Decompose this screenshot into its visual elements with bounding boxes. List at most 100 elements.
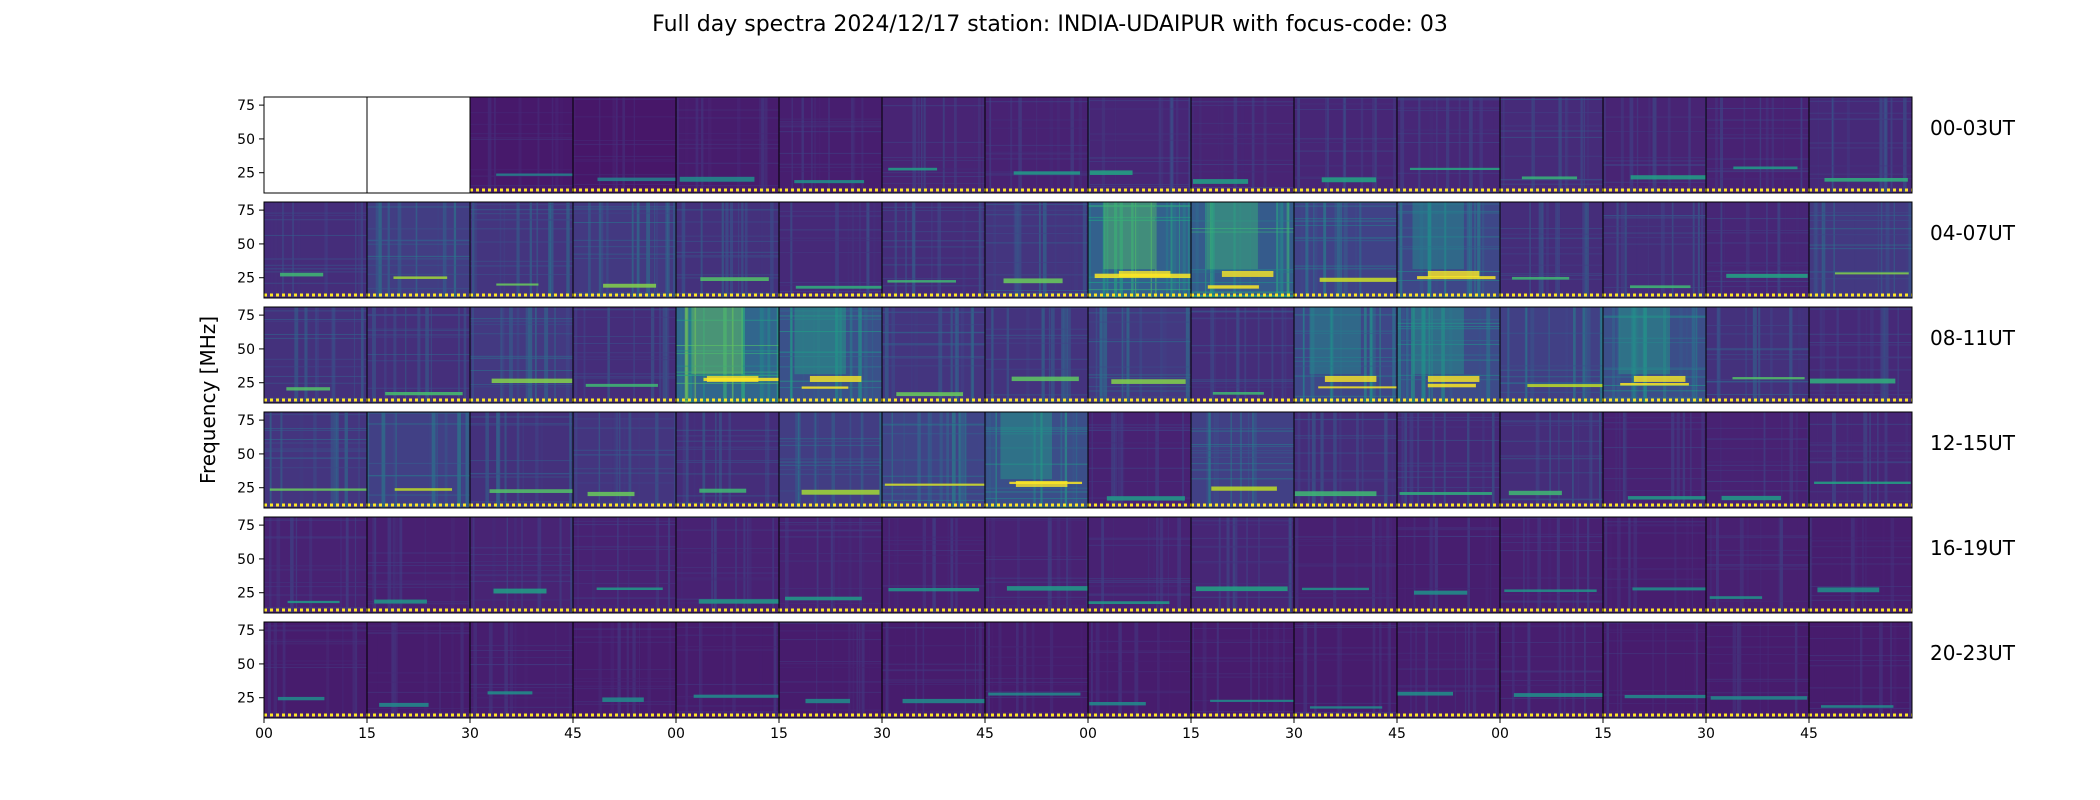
panel-background [264,622,367,718]
spectrum-panel [1499,411,1604,509]
spectrum-panel [778,201,883,299]
panel-background [1706,622,1809,718]
panel-frame [1808,516,1913,614]
spectrum-panel [263,306,368,404]
spectrum-panel [1808,201,1913,299]
spectrum-panel [263,621,368,719]
spectrum-panel [1602,306,1707,404]
panel-background [1088,412,1191,508]
spectrum-panel [1190,411,1295,509]
x-tick-label: 30 [1285,726,1303,742]
spectrum-panel [1087,96,1192,194]
y-tick-label: 50 [237,657,255,673]
spectrum-panel [572,201,677,299]
spectrum-panel [1293,201,1398,299]
spectrum-panel [1602,516,1707,614]
spectrum-panel [881,516,986,614]
panel-background [1809,307,1912,403]
empty-panel [366,96,471,194]
spectrum-panel [366,96,471,194]
spectrum-panel [778,411,883,509]
spectrum-panel [1190,516,1295,614]
spectrum-panel [1293,516,1398,614]
panel-frame [1808,201,1913,299]
spectrum-panel [1705,96,1810,194]
spectrum-panel [366,306,471,404]
panel-background [779,622,882,718]
x-tick-label: 45 [564,726,582,742]
spectrum-panel [1499,621,1604,719]
panel-background [573,517,676,613]
panel-background [1500,622,1603,718]
x-tick-label: 15 [770,726,788,742]
y-tick-label: 75 [237,203,255,219]
chart-title: Full day spectra 2024/12/17 station: IND… [652,12,1448,37]
panel-frame [1808,96,1913,194]
spectrum-panel [1705,621,1810,719]
spectrum-panel [469,96,574,194]
spectrum-panel [1705,306,1810,404]
spectrum-panel [469,621,574,719]
y-tick-label: 75 [237,413,255,429]
panel-background [1706,97,1809,193]
spectrum-panel [469,516,574,614]
spectrum-panel [1190,201,1295,299]
spectrum-panel [1396,201,1501,299]
x-tick-label: 45 [1388,726,1406,742]
spectrum-panel [1499,201,1604,299]
y-tick-label: 75 [237,308,255,324]
spectrum-panel [1808,411,1913,509]
panel-background [985,307,1088,403]
panel-background [985,517,1088,613]
panel-background [1706,202,1809,298]
spectrum-panel [1190,96,1295,194]
panel-background [1809,517,1912,613]
x-tick-label: 45 [976,726,994,742]
spectrum-panel [1190,306,1295,404]
row-label: 16-19UT [1930,536,2016,560]
spectrum-panel [778,516,883,614]
y-tick-label: 25 [237,271,255,287]
spectrum-panel [675,621,780,719]
spectrum-panel [366,201,471,299]
spectrum-panel [572,306,677,404]
x-tick-label: 00 [255,726,273,742]
spectrum-panel [984,306,1089,404]
panel-background [779,202,882,298]
panel-background [676,517,779,613]
x-tick-label: 30 [873,726,891,742]
y-tick-label: 75 [237,518,255,534]
spectrum-panel [263,516,368,614]
spectrum-panel [778,306,883,404]
spectrum-panel [881,411,986,509]
y-tick-label: 50 [237,447,255,463]
empty-panel [263,96,368,194]
y-tick-label: 50 [237,552,255,568]
spectrum-panel [1293,96,1398,194]
spectrum-panel [1293,306,1398,404]
x-tick-label: 45 [1800,726,1818,742]
spectrum-panel [366,411,471,509]
panel-background [264,202,367,298]
spectrum-panel [572,96,677,194]
spectrum-panel [572,516,677,614]
x-tick-label: 15 [358,726,376,742]
spectrum-panel [675,96,780,194]
spectrum-panel [1396,411,1501,509]
spectrum-panel [469,411,574,509]
spectrum-panel [675,411,780,509]
spectrum-panel [984,621,1089,719]
spectrum-panel [675,516,780,614]
panel-background [882,307,985,403]
spectrum-panel [1705,201,1810,299]
spectrum-panel [984,411,1089,509]
y-tick-label: 75 [237,623,255,639]
panel-background [985,202,1088,298]
spectrum-panel [469,306,574,404]
y-tick-label: 75 [237,98,255,114]
spectrum-panel [1705,411,1810,509]
spectrum-panel [1087,306,1192,404]
panel-background [1191,307,1294,403]
spectrum-panel [263,201,368,299]
spectrum-panel [1190,621,1295,719]
